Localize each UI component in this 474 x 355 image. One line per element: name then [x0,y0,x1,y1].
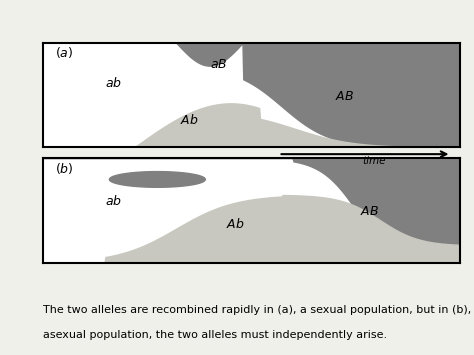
Text: $(a)$: $(a)$ [55,45,73,60]
Text: $ab$: $ab$ [105,76,122,89]
Text: The two alleles are recombined rapidly in (a), a sexual population, but in (b), : The two alleles are recombined rapidly i… [43,305,474,315]
Text: $Ab$: $Ab$ [226,217,245,231]
Text: $aB$: $aB$ [145,169,162,182]
Text: $(b)$: $(b)$ [55,160,74,176]
Polygon shape [109,171,205,187]
Text: $AB$: $AB$ [360,204,379,218]
Text: asexual population, the two alleles must independently arise.: asexual population, the two alleles must… [43,330,387,340]
Text: $ab$: $ab$ [105,194,122,208]
Text: $Ab$: $Ab$ [180,113,199,127]
Text: $aB$: $aB$ [210,58,227,71]
Text: $AB$: $AB$ [335,90,354,103]
Text: time: time [362,156,386,166]
